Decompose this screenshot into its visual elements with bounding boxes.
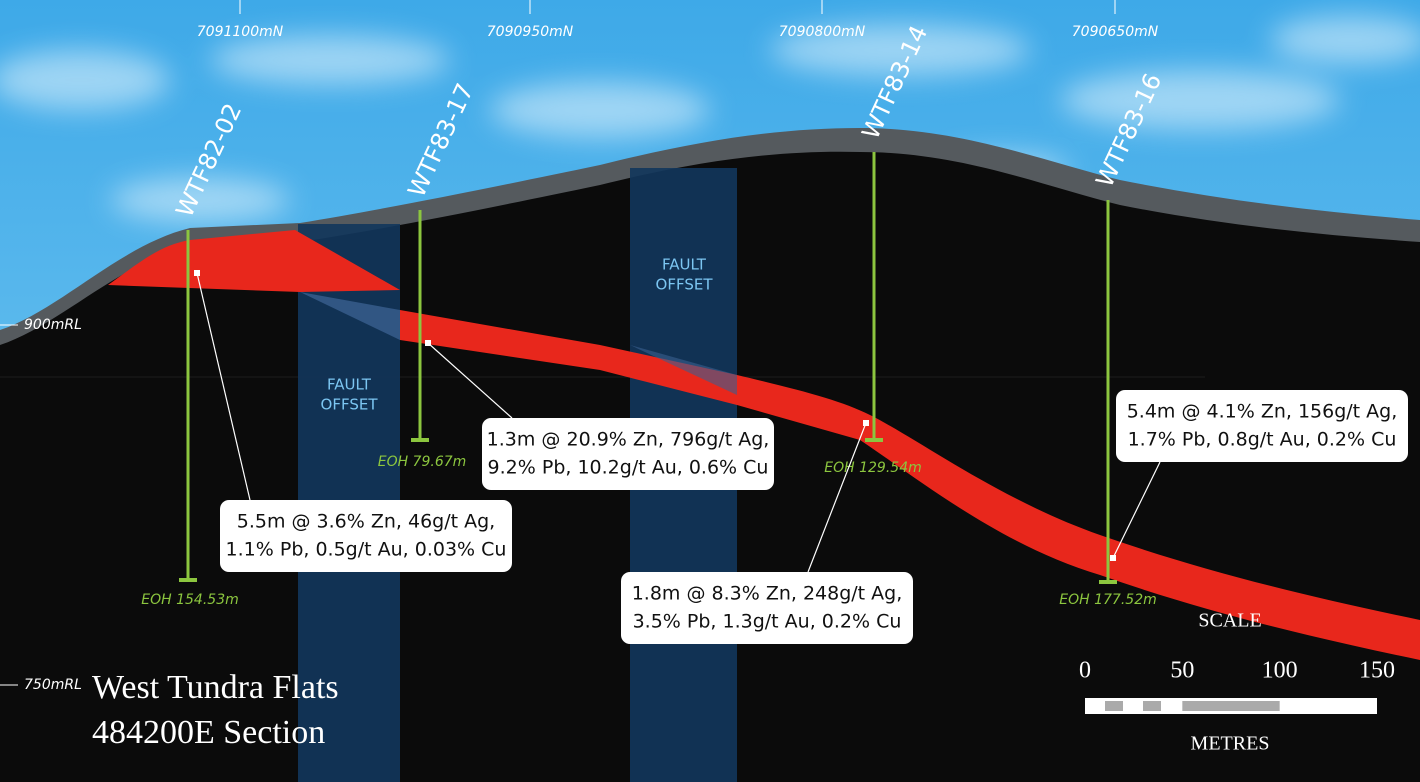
ore-offset [300, 292, 400, 340]
intercept-text: 1.8m @ 8.3% Zn, 248g/t Ag, [632, 583, 903, 605]
intercept-box [482, 418, 774, 490]
callout-point [1110, 555, 1116, 561]
intercept-text: 1.1% Pb, 0.5g/t Au, 0.03% Cu [226, 539, 507, 561]
callout-point [863, 420, 869, 426]
intercept-text: 1.7% Pb, 0.8g/t Au, 0.2% Cu [1128, 429, 1397, 451]
scale-tick-label: 100 [1262, 658, 1298, 684]
scale-segment [1105, 701, 1123, 711]
fault-label: OFFSET [321, 396, 379, 414]
callout-point [425, 340, 431, 346]
intercept-text: 5.4m @ 4.1% Zn, 156g/t Ag, [1127, 401, 1398, 423]
intercept-box [220, 500, 512, 572]
intercept-text: 1.3m @ 20.9% Zn, 796g/t Ag, [487, 429, 770, 451]
ore-lens [108, 230, 400, 292]
level-label: 900mRL [24, 317, 82, 333]
callout-line [807, 422, 867, 573]
scale-tick-label: 50 [1170, 658, 1194, 684]
fault-label: FAULT [327, 376, 372, 394]
intercept-text: 9.2% Pb, 10.2g/t Au, 0.6% Cu [488, 457, 769, 479]
callout-line [1112, 461, 1161, 559]
callout-line [427, 342, 513, 419]
fault-label: OFFSET [656, 276, 714, 294]
northing-label: 7091100mN [197, 24, 284, 40]
scale-title: SCALE [1198, 610, 1261, 632]
scale-tick-label: 0 [1079, 658, 1091, 684]
ore-offset [630, 345, 737, 395]
northing-label: 7090650mN [1072, 24, 1159, 40]
title: West Tundra Flats [92, 669, 339, 706]
clouds [0, 16, 1420, 222]
northing-label: 7090800mN [779, 24, 866, 40]
intercept-box [1116, 390, 1408, 462]
scale-segment [1182, 701, 1280, 711]
eoh-label: EOH 154.53m [141, 592, 238, 608]
scale-unit: METRES [1191, 733, 1270, 755]
eoh-label: EOH 177.52m [1059, 592, 1156, 608]
callout-point [194, 270, 200, 276]
northing-label: 7090950mN [487, 24, 574, 40]
subtitle: 484200E Section [92, 714, 325, 751]
intercept-box [621, 572, 913, 644]
callout-line [196, 272, 251, 501]
intercept-text: 3.5% Pb, 1.3g/t Au, 0.2% Cu [633, 611, 902, 633]
scale-tick-label: 150 [1359, 658, 1395, 684]
scale-segment [1143, 701, 1161, 711]
ore-band [400, 310, 1420, 660]
eoh-label: EOH 79.67m [378, 454, 467, 470]
eoh-label: EOH 129.54m [824, 460, 921, 476]
level-label: 750mRL [24, 677, 82, 693]
fault-label: FAULT [662, 256, 707, 274]
intercept-text: 5.5m @ 3.6% Zn, 46g/t Ag, [237, 511, 495, 533]
